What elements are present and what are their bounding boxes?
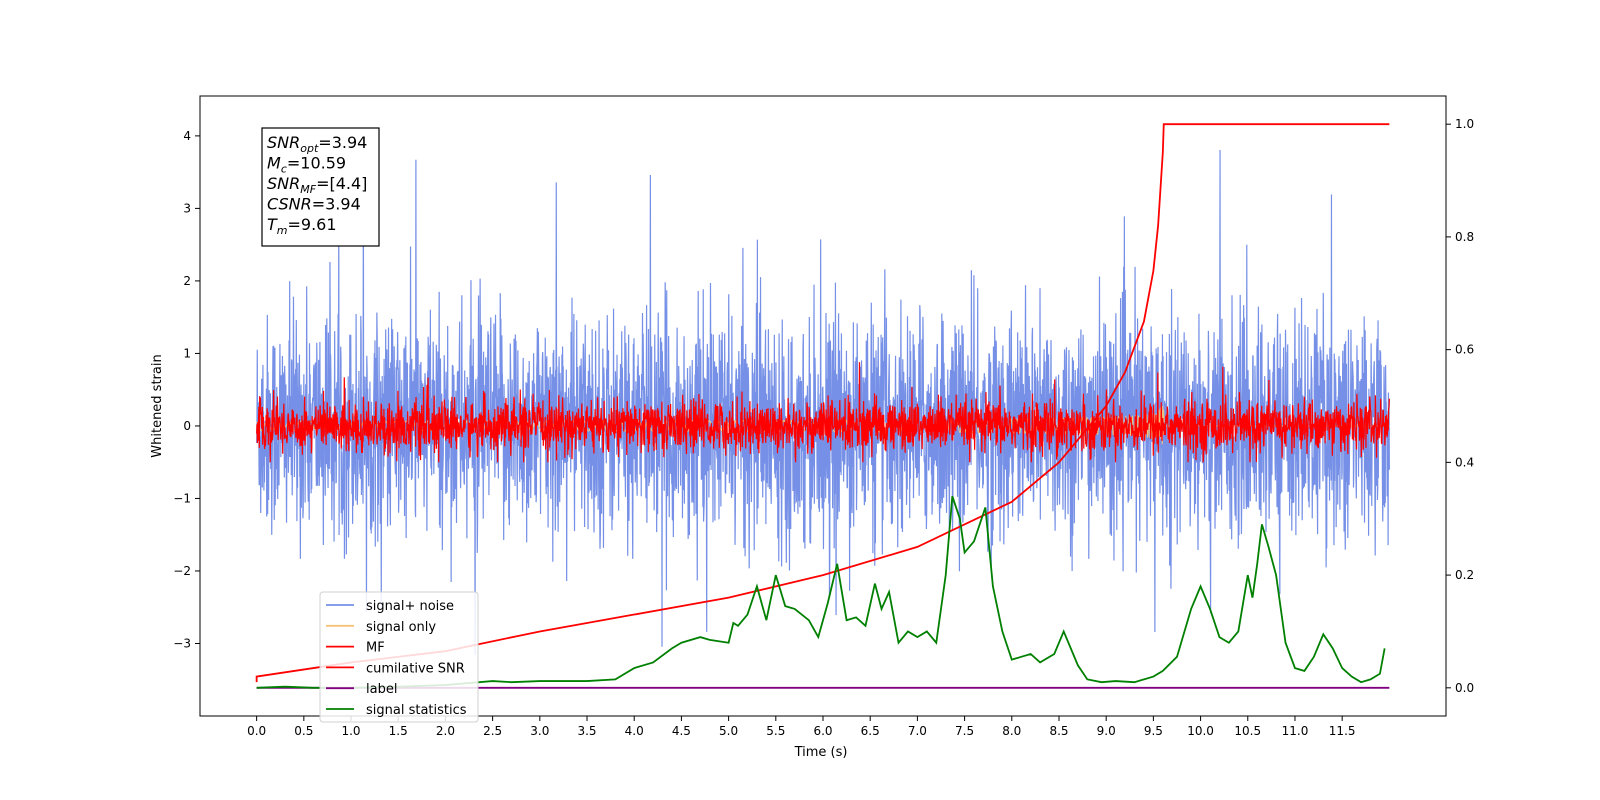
y-axis-label: Whitened strain xyxy=(150,354,165,457)
y-right-tick-label: 0.8 xyxy=(1455,230,1474,244)
y-axis-right: 0.0 0.2 0.4 0.6 0.8 1.0 xyxy=(1446,117,1474,695)
annotation-line: SNRopt=3.94 xyxy=(267,133,367,155)
y-tick-label: 1 xyxy=(183,346,191,360)
x-tick-label: 0.5 xyxy=(294,724,313,738)
x-tick-label: 6.0 xyxy=(813,724,832,738)
annotation-value: =3.94 xyxy=(312,195,361,214)
x-tick-label: 7.0 xyxy=(908,724,927,738)
x-tick-label: 7.5 xyxy=(955,724,974,738)
legend-label: MF xyxy=(366,641,385,656)
series-line-5 xyxy=(256,495,1386,689)
x-tick-label: 4.5 xyxy=(672,724,691,738)
legend: signal+ noise signal only MF cumilative SNR… xyxy=(319,591,479,723)
y-axis-left: −3 −2 −1 0 1 2 3 4 xyxy=(173,129,200,650)
annotation-value: =10.59 xyxy=(287,154,346,173)
x-tick-label: 1.0 xyxy=(341,724,360,738)
annotation-symbol: T xyxy=(267,215,278,234)
legend-label: cumilative SNR xyxy=(366,661,465,676)
x-tick-label: 0.0 xyxy=(247,724,266,738)
y-right-tick-label: 1.0 xyxy=(1455,117,1474,131)
annotation-value: =9.61 xyxy=(288,215,337,234)
x-tick-label: 3.0 xyxy=(530,724,549,738)
y-tick-label: −1 xyxy=(173,491,191,505)
annotation-symbol: M xyxy=(267,154,281,173)
annotation-line: SNRMF=[4.4] xyxy=(267,174,367,196)
y-tick-label: 3 xyxy=(183,201,191,215)
x-tick-label: 2.0 xyxy=(436,724,455,738)
annotation-line: Tm=9.61 xyxy=(267,215,337,237)
x-tick-label: 11.5 xyxy=(1329,724,1356,738)
parameter-annotation-box: SNRopt=3.94Mc=10.59SNRMF=[4.4]CSNR=3.94T… xyxy=(261,127,380,247)
legend-label: signal+ noise xyxy=(366,599,454,614)
annotation-value: =[4.4] xyxy=(316,174,367,193)
x-tick-label: 9.5 xyxy=(1144,724,1163,738)
x-tick-label: 8.0 xyxy=(1002,724,1021,738)
y-tick-label: 0 xyxy=(183,419,191,433)
y-right-tick-label: 0.2 xyxy=(1455,568,1474,582)
y-right-tick-label: 0.6 xyxy=(1455,343,1474,357)
x-tick-label: 5.0 xyxy=(719,724,738,738)
x-tick-label: 6.5 xyxy=(861,724,880,738)
y-tick-label: −2 xyxy=(173,564,191,578)
series-line-0 xyxy=(256,149,1390,656)
annotation-subscript: m xyxy=(277,224,288,237)
x-tick-label: 5.5 xyxy=(766,724,785,738)
annotation-subscript: c xyxy=(281,163,287,176)
annotation-line: Mc=10.59 xyxy=(267,154,346,176)
x-tick-label: 9.0 xyxy=(1097,724,1116,738)
legend-frame xyxy=(319,591,479,723)
series-line-2 xyxy=(256,362,1390,463)
annotation-frame xyxy=(261,127,380,247)
y-tick-label: −3 xyxy=(173,636,191,650)
x-tick-label: 4.0 xyxy=(625,724,644,738)
annotation-symbol: SNR xyxy=(267,133,300,152)
x-tick-label: 8.5 xyxy=(1049,724,1068,738)
x-tick-label: 3.5 xyxy=(577,724,596,738)
y-right-tick-label: 0.4 xyxy=(1455,455,1474,469)
y-right-tick-label: 0.0 xyxy=(1455,681,1474,695)
x-tick-label: 11.0 xyxy=(1282,724,1309,738)
annotation-subscript: MF xyxy=(300,183,316,196)
legend-label: signal statistics xyxy=(366,703,467,718)
y-tick-label: 2 xyxy=(183,274,191,288)
annotation-value: =3.94 xyxy=(318,133,367,152)
annotation-symbol: CSNR xyxy=(267,195,312,214)
x-axis-label: Time (s) xyxy=(794,745,848,760)
annotation-line: CSNR=3.94 xyxy=(267,195,361,214)
x-tick-label: 1.5 xyxy=(389,724,408,738)
legend-label: signal only xyxy=(366,620,436,635)
y-tick-label: 4 xyxy=(183,129,191,143)
x-axis: 0.0 0.5 1.0 1.5 2.0 2.5 3.0 3.5 4.0 4.5 5.0 5.5 6.0 6… xyxy=(247,716,1356,738)
x-tick-label: 2.5 xyxy=(483,724,502,738)
annotation-symbol: SNR xyxy=(267,174,300,193)
annotation-subscript: opt xyxy=(300,142,319,155)
x-tick-label: 10.5 xyxy=(1234,724,1261,738)
legend-label: label xyxy=(366,682,397,697)
x-tick-label: 10.0 xyxy=(1187,724,1214,738)
